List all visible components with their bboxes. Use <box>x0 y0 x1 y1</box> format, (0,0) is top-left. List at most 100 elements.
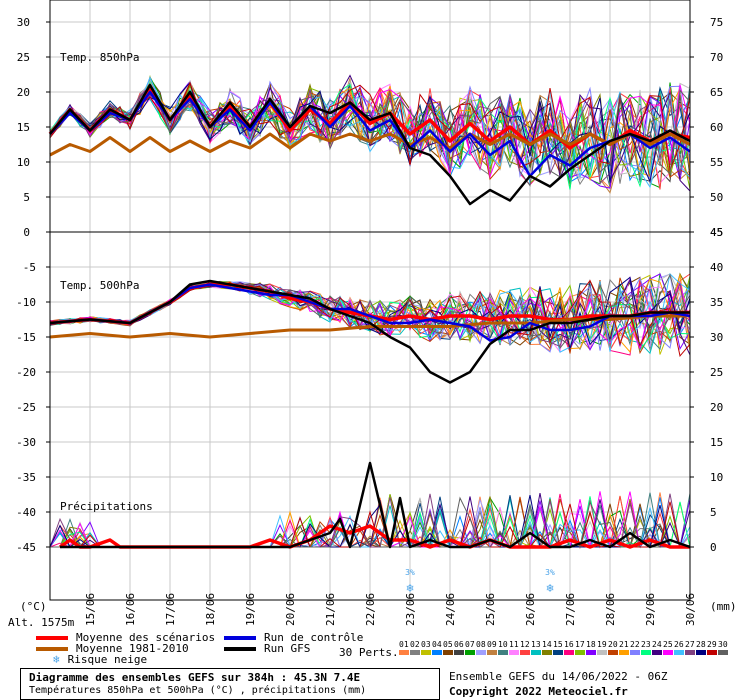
copyright: Copyright 2022 Meteociel.fr <box>449 685 628 698</box>
left-tick-500: -10 <box>16 296 36 309</box>
legend-clim: Moyenne 1981-2010 <box>36 642 189 655</box>
pert-number: 03 <box>421 640 431 649</box>
right-tick-precip: 30 <box>710 331 723 344</box>
date-label: 20/06 <box>284 593 297 626</box>
legend-snow-label: Risque neige <box>67 653 148 666</box>
date-label: 28/06 <box>604 593 617 626</box>
legend-clim-label: Moyenne 1981-2010 <box>76 642 189 655</box>
right-tick-precip: 20 <box>710 401 723 414</box>
ensemble-info: Ensemble GEFS du 14/06/2022 - 06Z <box>449 670 668 683</box>
date-label: 16/06 <box>124 593 137 626</box>
pert-line-850 <box>49 81 691 173</box>
pert-swatch <box>553 650 563 655</box>
pert-swatch <box>454 650 464 655</box>
left-tick-850: 20 <box>17 86 30 99</box>
altitude-label: Alt. 1575m <box>8 616 75 629</box>
pert-swatch <box>641 650 651 655</box>
left-tick-850: 25 <box>17 51 30 64</box>
pert-swatch <box>476 650 486 655</box>
right-tick-850: 60 <box>710 121 723 134</box>
date-label: 15/06 <box>84 593 97 626</box>
legend-control-swatch <box>224 636 256 640</box>
legend-gfs-swatch <box>224 647 256 651</box>
pert-number: 15 <box>553 640 563 649</box>
pert-swatch <box>410 650 420 655</box>
left-tick-850: 5 <box>23 191 30 204</box>
snowflake-icon: ❄ <box>546 581 553 595</box>
date-label: 17/06 <box>164 593 177 626</box>
right-tick-precip: 5 <box>710 506 717 519</box>
pert-swatch <box>696 650 706 655</box>
pert-number: 25 <box>663 640 673 649</box>
pert-swatch <box>542 650 552 655</box>
date-label: 29/06 <box>644 593 657 626</box>
pert-number: 24 <box>652 640 662 649</box>
footer-title: Diagramme des ensembles GEFS sur 384h : … <box>29 671 361 684</box>
right-tick-850: 75 <box>710 16 723 29</box>
pert-number: 06 <box>454 640 464 649</box>
footer-subtitle: Températures 850hPa et 500hPa (°C) , pré… <box>29 685 367 696</box>
right-tick-850: 65 <box>710 86 723 99</box>
legend-control: Run de contrôle <box>224 631 363 644</box>
pert-swatch <box>608 650 618 655</box>
right-tick-850: 70 <box>710 51 723 64</box>
right-tick-850: 45 <box>710 226 723 239</box>
left-tick-500: -25 <box>16 401 36 414</box>
pert-number: 11 <box>509 640 519 649</box>
pert-number: 09 <box>487 640 497 649</box>
pert-swatch <box>520 650 530 655</box>
date-label: 23/06 <box>404 593 417 626</box>
date-label: 22/06 <box>364 593 377 626</box>
snowflake-icon: ❄ <box>406 581 413 595</box>
footer-box: Diagramme des ensembles GEFS sur 384h : … <box>20 668 440 700</box>
pert-number: 07 <box>465 640 475 649</box>
pert-swatch <box>421 650 431 655</box>
date-label: 24/06 <box>444 593 457 626</box>
right-tick-precip: 35 <box>710 296 723 309</box>
date-label: 26/06 <box>524 593 537 626</box>
pert-swatch <box>509 650 519 655</box>
pert-swatch <box>586 650 596 655</box>
pert-swatch <box>564 650 574 655</box>
pert-swatch <box>443 650 453 655</box>
pert-number: 08 <box>476 640 486 649</box>
pert-swatch <box>498 650 508 655</box>
series-850-line <box>49 90 691 178</box>
legend-clim-swatch <box>36 647 68 651</box>
snowflake-icon: ❄ <box>53 653 60 666</box>
pert-swatch <box>718 650 728 655</box>
pert-swatch <box>575 650 585 655</box>
pert-number: 02 <box>410 640 420 649</box>
pert-number: 27 <box>685 640 695 649</box>
legend-snow: ❄ Risque neige <box>53 653 147 666</box>
snow-percent: 3% <box>545 568 555 577</box>
right-tick-850: 50 <box>710 191 723 204</box>
pert-swatch <box>619 650 629 655</box>
left-tick-850: 30 <box>17 16 30 29</box>
pert-line-850 <box>49 76 691 189</box>
pert-swatch <box>674 650 684 655</box>
pert-swatch <box>652 650 662 655</box>
pert-swatch <box>630 650 640 655</box>
pert-number: 20 <box>608 640 618 649</box>
right-tick-precip: 45 <box>710 226 723 239</box>
left-tick-500: -20 <box>16 366 36 379</box>
legend-mean: Moyenne des scénarios <box>36 631 215 644</box>
pert-number: 14 <box>542 640 552 649</box>
date-label: 27/06 <box>564 593 577 626</box>
left-tick-500: -35 <box>16 471 36 484</box>
pert-number: 22 <box>630 640 640 649</box>
left-tick-850: 10 <box>17 156 30 169</box>
legend-perts: 30 Perts. <box>339 646 399 659</box>
pert-number: 04 <box>432 640 442 649</box>
pert-swatch <box>487 650 497 655</box>
date-label: 19/06 <box>244 593 257 626</box>
legend-control-label: Run de contrôle <box>264 631 364 644</box>
pert-number: 19 <box>597 640 607 649</box>
series-850-line <box>49 83 691 206</box>
date-label: 25/06 <box>484 593 497 626</box>
pert-swatch <box>685 650 695 655</box>
pert-number: 16 <box>564 640 574 649</box>
pert-swatch <box>432 650 442 655</box>
